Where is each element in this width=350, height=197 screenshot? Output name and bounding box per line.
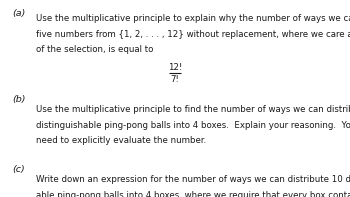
Text: need to explicitly evaluate the number.: need to explicitly evaluate the number. bbox=[36, 136, 206, 145]
Text: 12!: 12! bbox=[168, 63, 182, 72]
Text: (b): (b) bbox=[12, 95, 26, 104]
Text: Write down an expression for the number of ways we can distribute 10 distinguish: Write down an expression for the number … bbox=[36, 176, 350, 184]
Text: (a): (a) bbox=[12, 9, 26, 18]
Text: of the selection, is equal to: of the selection, is equal to bbox=[36, 45, 153, 54]
Text: able ping-pong balls into 4 boxes, where we require that every box contains at l: able ping-pong balls into 4 boxes, where… bbox=[36, 191, 350, 197]
Text: 7!: 7! bbox=[170, 75, 180, 84]
Text: Use the multiplicative principle to explain why the number of ways we can select: Use the multiplicative principle to expl… bbox=[36, 14, 350, 23]
Text: five numbers from {1, 2, . . . , 12} without replacement, where we care about th: five numbers from {1, 2, . . . , 12} wit… bbox=[36, 30, 350, 39]
Text: Use the multiplicative principle to find the number of ways we can distribute 10: Use the multiplicative principle to find… bbox=[36, 105, 350, 114]
Text: (c): (c) bbox=[12, 165, 25, 174]
Text: distinguishable ping-pong balls into 4 boxes.  Explain your reasoning.  You do n: distinguishable ping-pong balls into 4 b… bbox=[36, 121, 350, 130]
